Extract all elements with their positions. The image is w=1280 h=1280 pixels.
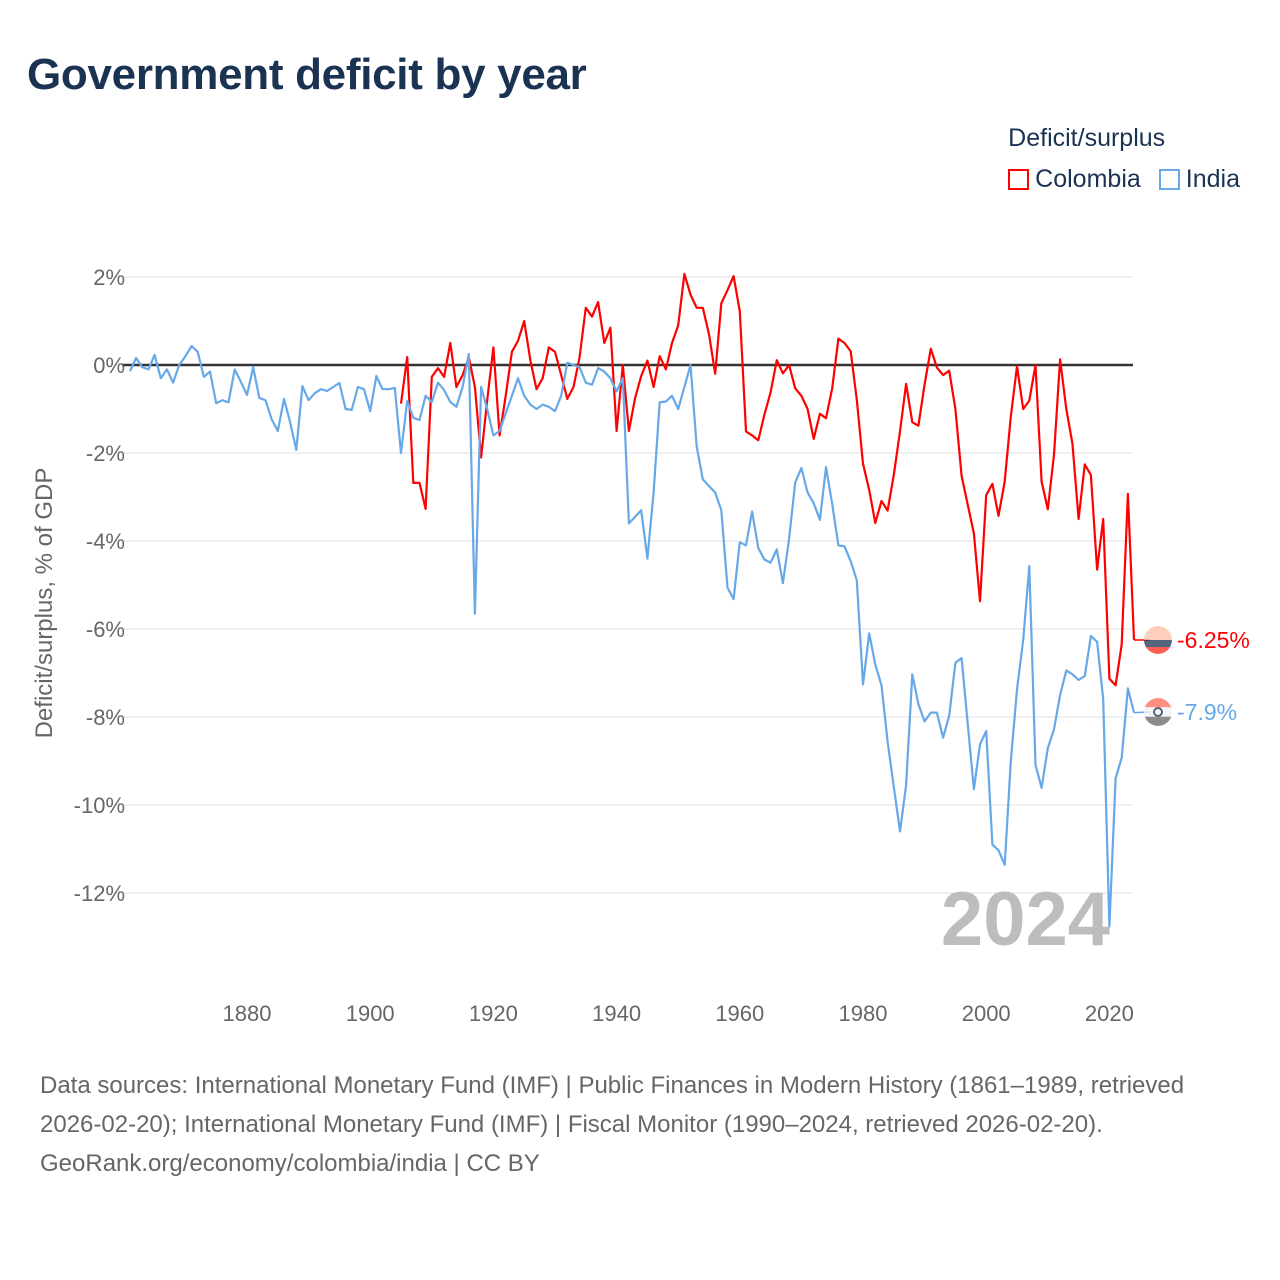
- x-tick-label: 2000: [962, 1001, 1011, 1026]
- x-tick-label: 1920: [469, 1001, 518, 1026]
- end-value-label-colombia: -6.25%: [1177, 627, 1250, 653]
- legend-swatch-colombia: [1008, 169, 1030, 190]
- x-tick-label: 1980: [839, 1001, 888, 1026]
- legend-title: Deficit/surplus: [1008, 124, 1166, 152]
- y-tick-label: -12%: [74, 881, 125, 906]
- legend: Deficit/surplus Colombia India: [1008, 124, 1240, 194]
- y-tick-label: -2%: [86, 441, 125, 466]
- legend-item-colombia[interactable]: Colombia: [1008, 165, 1141, 194]
- series-line-india[interactable]: [129, 345, 1136, 928]
- x-tick-label: 1940: [592, 1001, 641, 1026]
- legend-swatch-india: [1158, 169, 1180, 190]
- chart-title: Government deficit by year: [27, 50, 587, 99]
- x-tick-label: 1880: [223, 1001, 272, 1026]
- data-sources: Data sources: International Monetary Fun…: [40, 1072, 1185, 1138]
- current-year-watermark: 2024: [941, 877, 1110, 962]
- series-line-colombia[interactable]: [399, 272, 1136, 687]
- x-tick-label: 1960: [715, 1001, 764, 1026]
- credit-link[interactable]: GeoRank.org/economy/colombia/india | CC …: [40, 1150, 540, 1177]
- india-flag-icon: [1144, 698, 1172, 726]
- y-tick-label: -10%: [74, 793, 125, 818]
- y-tick-label: -4%: [86, 529, 125, 554]
- colombia-flag-icon: [1144, 626, 1172, 654]
- legend-item-india[interactable]: India: [1158, 165, 1240, 194]
- y-tick-label: -6%: [86, 617, 125, 642]
- x-tick-label: 2020: [1085, 1001, 1134, 1026]
- x-tick-label: 1900: [346, 1001, 395, 1026]
- legend-label-india: India: [1185, 165, 1240, 193]
- footer: Data sources: International Monetary Fun…: [40, 1066, 1240, 1183]
- y-tick-label: 2%: [93, 265, 125, 290]
- end-value-label-india: -7.9%: [1177, 699, 1237, 725]
- y-axis-title: Deficit/surplus, % of GDP: [31, 468, 58, 739]
- legend-label-colombia: Colombia: [1035, 165, 1141, 193]
- y-tick-label: -8%: [86, 705, 125, 730]
- y-tick-label: 0%: [93, 353, 125, 378]
